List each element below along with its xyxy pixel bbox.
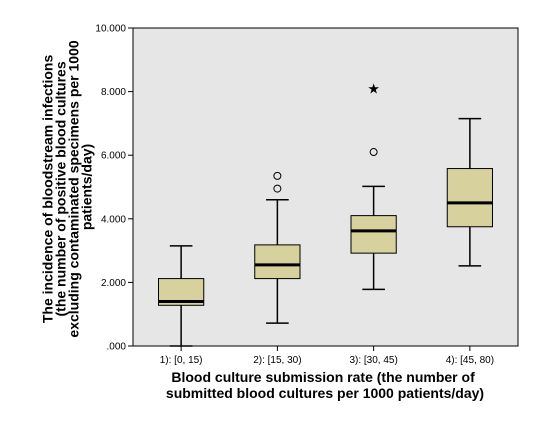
y-axis-title: The incidence of bloodstream infections … bbox=[40, 36, 95, 337]
x-tick-label: 2): [15, 30) bbox=[253, 355, 301, 366]
y-tick-label: 6.000 bbox=[101, 151, 126, 162]
y-axis-title-line-2: (the number of positive blood cultures bbox=[53, 61, 69, 316]
x-tick-label: 1): [0, 15) bbox=[160, 355, 203, 366]
boxes-layer: ★ bbox=[158, 81, 493, 347]
box-group-1 bbox=[158, 245, 205, 347]
y-axis-title-line-1: The incidence of bloodstream infections bbox=[40, 55, 56, 324]
x-axis-title-line-2: submitted blood cultures per 1000 patien… bbox=[166, 385, 484, 401]
x-axis-title: Blood culture submission rate (the numbe… bbox=[166, 369, 484, 401]
outlier-point bbox=[273, 184, 282, 193]
y-tick-label: 4.000 bbox=[101, 214, 126, 225]
extreme-point: ★ bbox=[367, 81, 380, 97]
x-axis: 1): [0, 15) 2): [15, 30) 3): [30, 45) 4): [… bbox=[160, 346, 494, 366]
box-iqr bbox=[254, 244, 301, 280]
box-group-4 bbox=[446, 117, 493, 267]
y-axis-title-line-4: patients/day) bbox=[79, 144, 95, 230]
y-axis-title-line-3: excluding contaminated specimens per 100… bbox=[66, 40, 82, 337]
x-axis-title-line-1: Blood culture submission rate (the numbe… bbox=[171, 369, 475, 385]
box-iqr bbox=[446, 168, 493, 228]
y-tick-label: 8.000 bbox=[101, 87, 126, 98]
box-group-3: ★ bbox=[350, 81, 397, 291]
x-tick-label: 3): [30, 45) bbox=[349, 355, 397, 366]
y-axis: .000 2.000 4.000 6.000 8.000 10.000 bbox=[95, 24, 133, 353]
outlier-point bbox=[369, 148, 378, 157]
box-group-2 bbox=[254, 171, 301, 324]
outlier-point bbox=[273, 171, 282, 180]
x-tick-label: 4): [45, 80) bbox=[446, 355, 494, 366]
box-iqr bbox=[350, 215, 397, 254]
y-tick-label: .000 bbox=[107, 342, 127, 353]
y-tick-label: 10.000 bbox=[95, 24, 126, 35]
y-tick-label: 2.000 bbox=[101, 278, 126, 289]
